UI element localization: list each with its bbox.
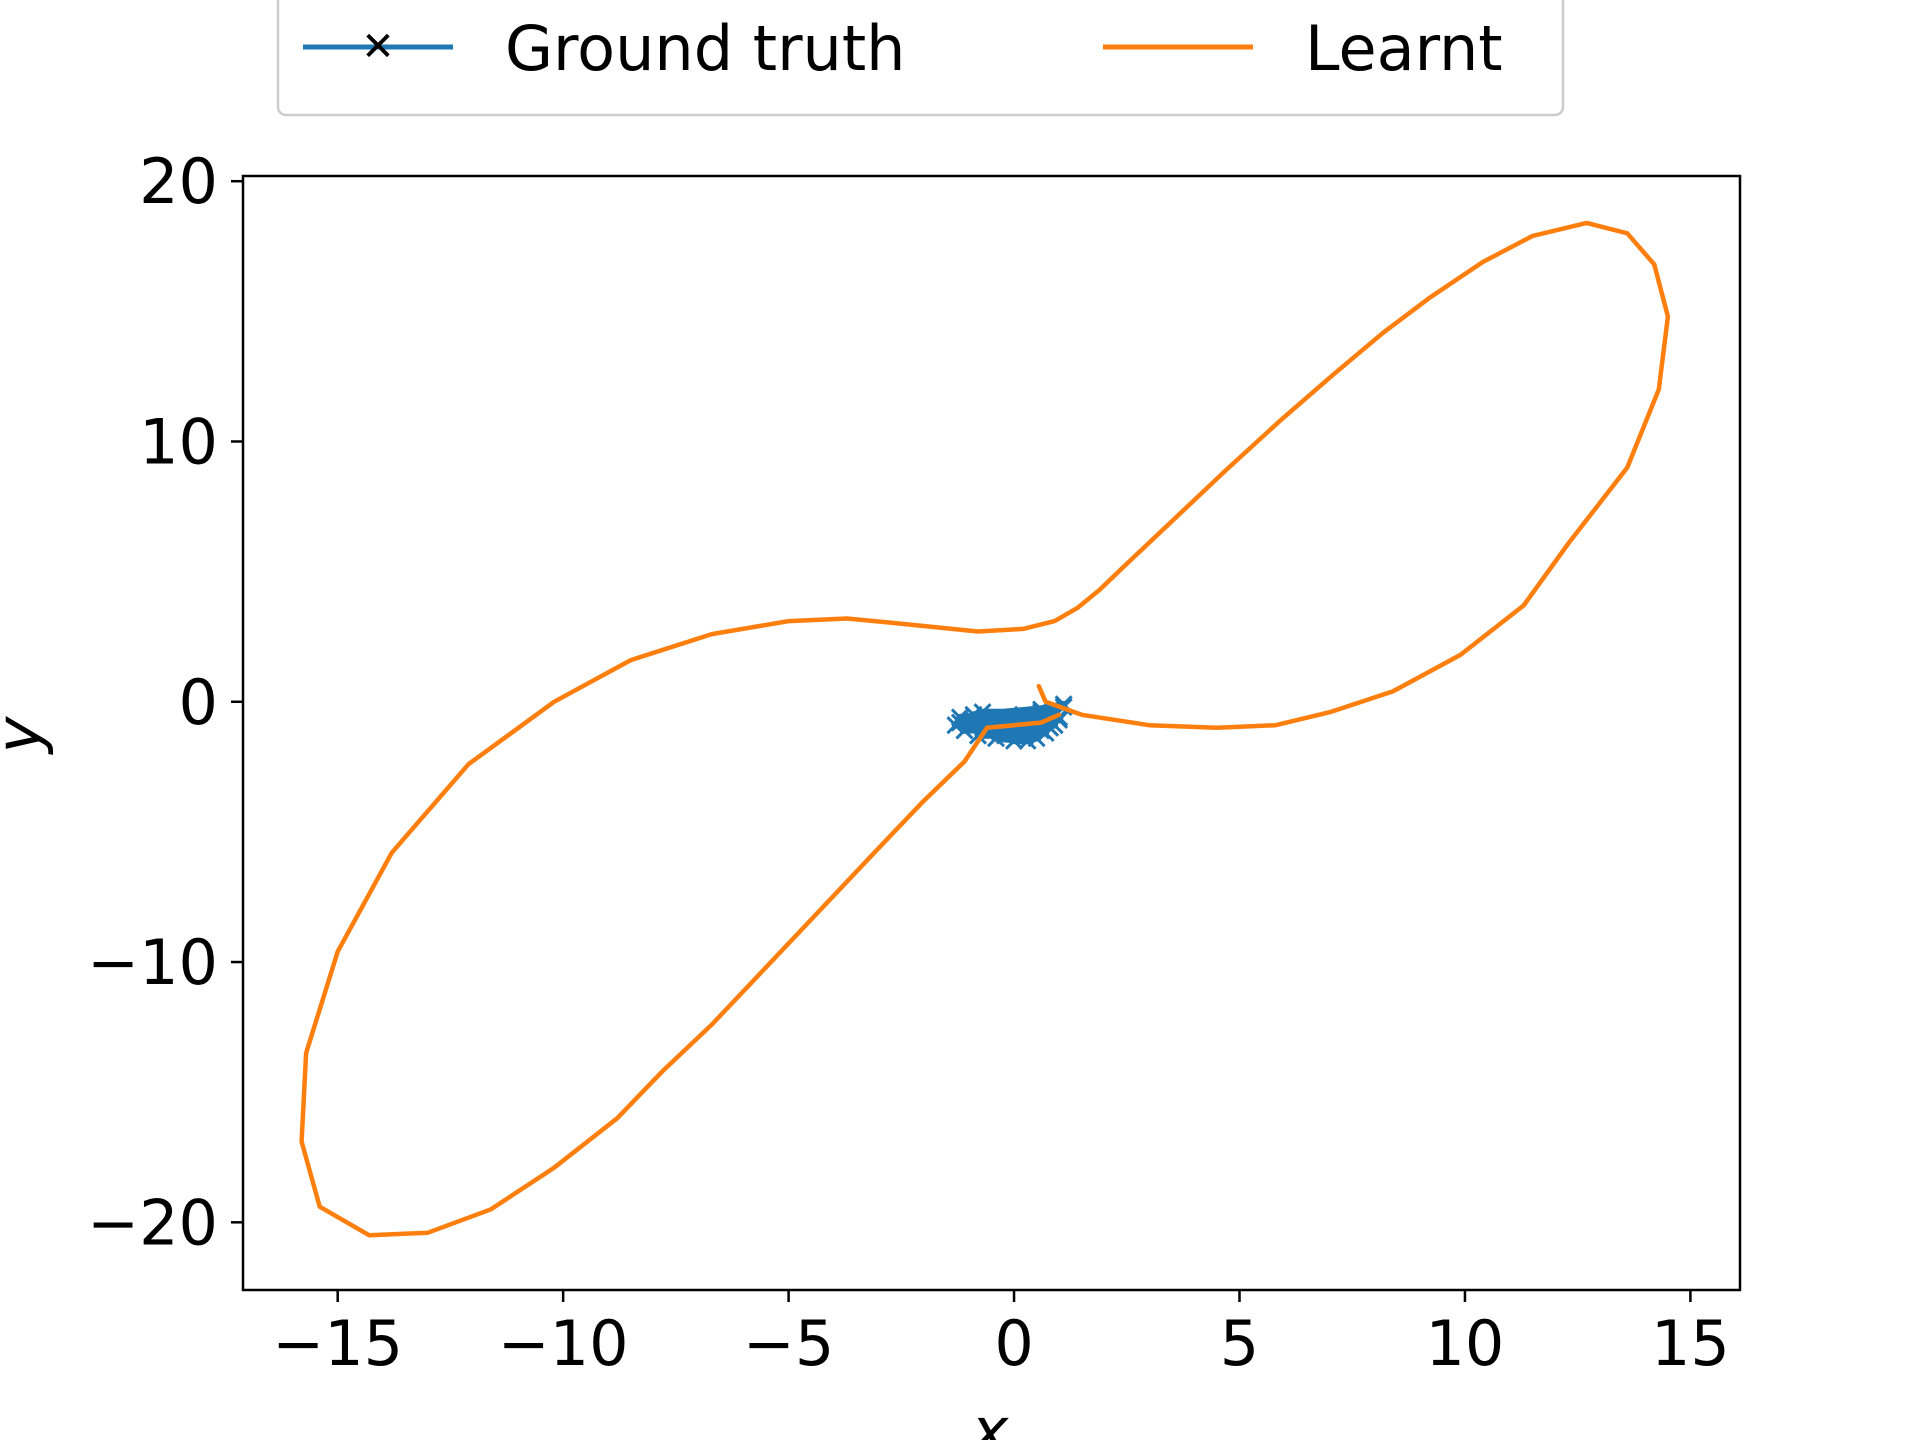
x-tick-label: 5: [1220, 1307, 1259, 1380]
x-tick-label: −10: [498, 1307, 629, 1380]
x-tick-label: −5: [743, 1307, 834, 1380]
plot-frame: [241, 174, 1742, 1292]
series-point-ground-truth: [995, 726, 1015, 745]
legend: ✕ Ground truth Learnt: [276, 0, 1565, 117]
y-tick-label: 20: [139, 145, 218, 218]
series-line-ground-truth: [951, 700, 1068, 745]
series-point-ground-truth: [946, 716, 965, 735]
x-tick-label: 10: [1425, 1307, 1504, 1380]
legend-ground-truth-marker: ✕: [361, 24, 395, 70]
legend-ground-truth-label: Ground truth: [505, 12, 905, 85]
x-tick-label: 0: [994, 1307, 1033, 1380]
series-point-ground-truth: [964, 710, 983, 730]
series-line-learnt: [299, 220, 1671, 1238]
x-tick-label: −15: [272, 1307, 403, 1380]
y-axis-label: y: [0, 715, 55, 755]
series-layer: [299, 220, 1671, 1238]
legend-box: [276, 0, 1565, 117]
y-tick-label: −20: [87, 1186, 218, 1259]
ticks-layer: −15 −10 −5 0 5 10 15 −20 −10 0 10 20: [87, 145, 1730, 1380]
legend-learnt-label: Learnt: [1305, 12, 1503, 85]
series-point-ground-truth: [1009, 723, 1028, 743]
y-tick-label: 10: [139, 405, 218, 478]
x-tick-label: 15: [1651, 1307, 1730, 1380]
x-axis-label: x: [970, 1394, 1010, 1440]
y-tick-label: −10: [87, 926, 218, 999]
y-tick-label: 0: [179, 666, 218, 739]
